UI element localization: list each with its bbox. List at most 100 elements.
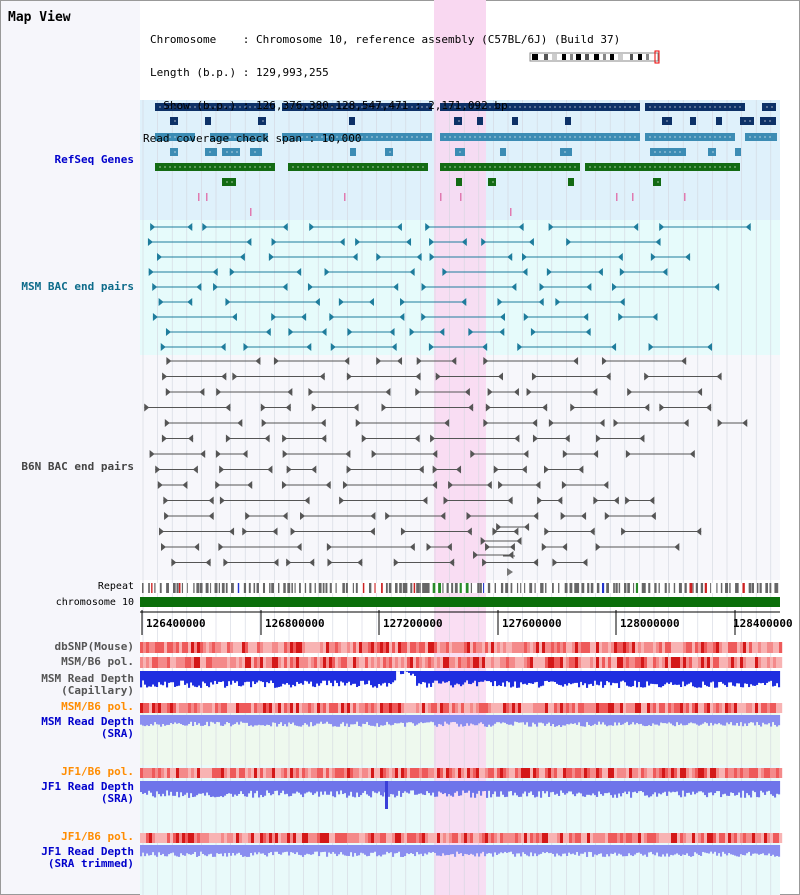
polymorphism-cell xyxy=(260,642,264,653)
read-depth-bar xyxy=(604,845,607,857)
read-depth-bar xyxy=(762,845,765,854)
polymorphism-cell xyxy=(563,657,567,668)
bac-end-marker xyxy=(149,450,155,458)
polymorphism-cell xyxy=(197,703,201,713)
read-depth-bar xyxy=(756,715,759,723)
read-depth-bar xyxy=(476,715,479,726)
repeat-mark xyxy=(243,583,247,593)
track-label-b6n-bac[interactable]: B6N BAC end pairs xyxy=(21,460,134,473)
polymorphism-cell xyxy=(581,833,585,843)
track-label-jf1-depth-trim[interactable]: JF1 Read Depth xyxy=(41,845,134,858)
bac-end-marker xyxy=(282,223,288,231)
polymorphism-cell xyxy=(656,657,660,668)
read-depth-bar xyxy=(360,845,363,853)
polymorphism-cell xyxy=(692,833,696,843)
bac-end-marker xyxy=(213,283,219,291)
track-label-jf1-depth-sra[interactable]: JF1 Read Depth xyxy=(41,780,134,793)
repeat-mark xyxy=(774,583,778,593)
polymorphism-cell xyxy=(464,768,468,778)
read-depth-bar xyxy=(520,671,523,683)
read-depth-bar xyxy=(440,781,443,793)
polymorphism-cell xyxy=(677,642,681,653)
bac-end-marker xyxy=(255,357,261,365)
polymorphism-cell xyxy=(449,768,453,778)
track-label-msm-pol[interactable]: MSM/B6 pol. xyxy=(61,655,134,668)
polymorphism-cell xyxy=(281,703,285,713)
polymorphism-cell xyxy=(647,833,651,843)
read-depth-bar xyxy=(190,781,193,794)
polymorphism-cell xyxy=(572,703,576,713)
polymorphism-cell xyxy=(440,703,444,713)
read-depth-bar xyxy=(618,781,621,794)
read-depth-bar xyxy=(252,781,255,798)
axis-tick-label: 128400000 xyxy=(733,617,793,630)
polymorphism-cell xyxy=(578,768,582,778)
polymorphism-cell xyxy=(371,833,375,843)
read-depth-bar xyxy=(562,671,565,687)
polymorphism-cell xyxy=(737,768,741,778)
read-depth-bar xyxy=(174,845,177,856)
polymorphism-cell xyxy=(596,657,600,668)
read-depth-bar xyxy=(384,671,387,683)
track-label-refseq[interactable]: RefSeq Genes xyxy=(54,153,134,166)
bac-end-marker xyxy=(346,465,352,474)
polymorphism-cell xyxy=(533,703,537,713)
polymorphism-cell xyxy=(686,768,690,778)
read-depth-bar xyxy=(312,781,315,795)
read-depth-bar xyxy=(472,781,475,793)
read-depth-bar xyxy=(290,781,293,796)
bac-end-marker xyxy=(449,558,455,567)
read-depth-bar xyxy=(580,671,583,682)
polymorphism-cell xyxy=(407,703,411,713)
read-depth-bar xyxy=(276,671,279,688)
bac-end-marker xyxy=(511,283,517,291)
read-depth-bar xyxy=(160,845,163,856)
read-depth-bar xyxy=(558,845,561,856)
polymorphism-cell xyxy=(614,703,618,713)
polymorphism-cell xyxy=(392,768,396,778)
bac-end-marker xyxy=(586,283,592,291)
polymorphism-cell xyxy=(197,642,201,653)
bac-end-marker xyxy=(268,253,274,261)
repeat-mark xyxy=(623,583,627,593)
read-depth-bar xyxy=(548,845,551,854)
read-depth-bar xyxy=(588,715,591,725)
polymorphism-cell xyxy=(302,657,306,668)
track-label-msm-depth-sra[interactable]: MSM Read Depth xyxy=(41,715,134,728)
read-depth-bar xyxy=(564,671,567,685)
track-label-jf1-pol-2[interactable]: JF1/B6 pol. xyxy=(61,830,134,843)
read-depth-bar xyxy=(450,715,453,723)
read-depth-bar xyxy=(294,671,297,687)
read-depth-bar xyxy=(444,671,447,683)
polymorphism-cell xyxy=(593,833,597,843)
read-depth-bar xyxy=(268,715,271,726)
bac-end-marker xyxy=(439,328,445,336)
polymorphism-cell xyxy=(248,703,252,713)
polymorphism-cell xyxy=(725,703,729,713)
track-label-dbsnp[interactable]: dbSNP(Mouse) xyxy=(54,640,134,653)
polymorphism-cell xyxy=(488,703,492,713)
polymorphism-cell xyxy=(644,657,648,668)
repeat-mark xyxy=(742,583,745,593)
read-depth-bar xyxy=(494,845,497,853)
read-depth-bar xyxy=(162,671,165,686)
polymorphism-cell xyxy=(473,642,477,653)
polymorphism-cell xyxy=(491,833,495,843)
read-depth-bar xyxy=(298,781,301,793)
read-depth-bar xyxy=(658,715,661,726)
read-depth-bar xyxy=(700,715,703,725)
polymorphism-cell xyxy=(527,703,531,713)
track-label-jf1-pol[interactable]: JF1/B6 pol. xyxy=(61,765,134,778)
read-depth-bar xyxy=(286,845,289,852)
polymorphism-cell xyxy=(287,768,291,778)
track-label-msm-depth-capillary[interactable]: MSM Read Depth xyxy=(41,672,134,685)
read-depth-bar xyxy=(354,781,357,798)
track-label-msm-bac[interactable]: MSM BAC end pairs xyxy=(21,280,134,293)
read-depth-bar xyxy=(198,781,201,794)
polymorphism-cell xyxy=(503,768,507,778)
read-depth-bar xyxy=(416,715,419,725)
read-depth-bar xyxy=(450,781,453,796)
track-label-msm-pol-2[interactable]: MSM/B6 pol. xyxy=(61,700,134,713)
read-depth-bar xyxy=(556,715,559,727)
read-depth-bar xyxy=(710,845,713,852)
